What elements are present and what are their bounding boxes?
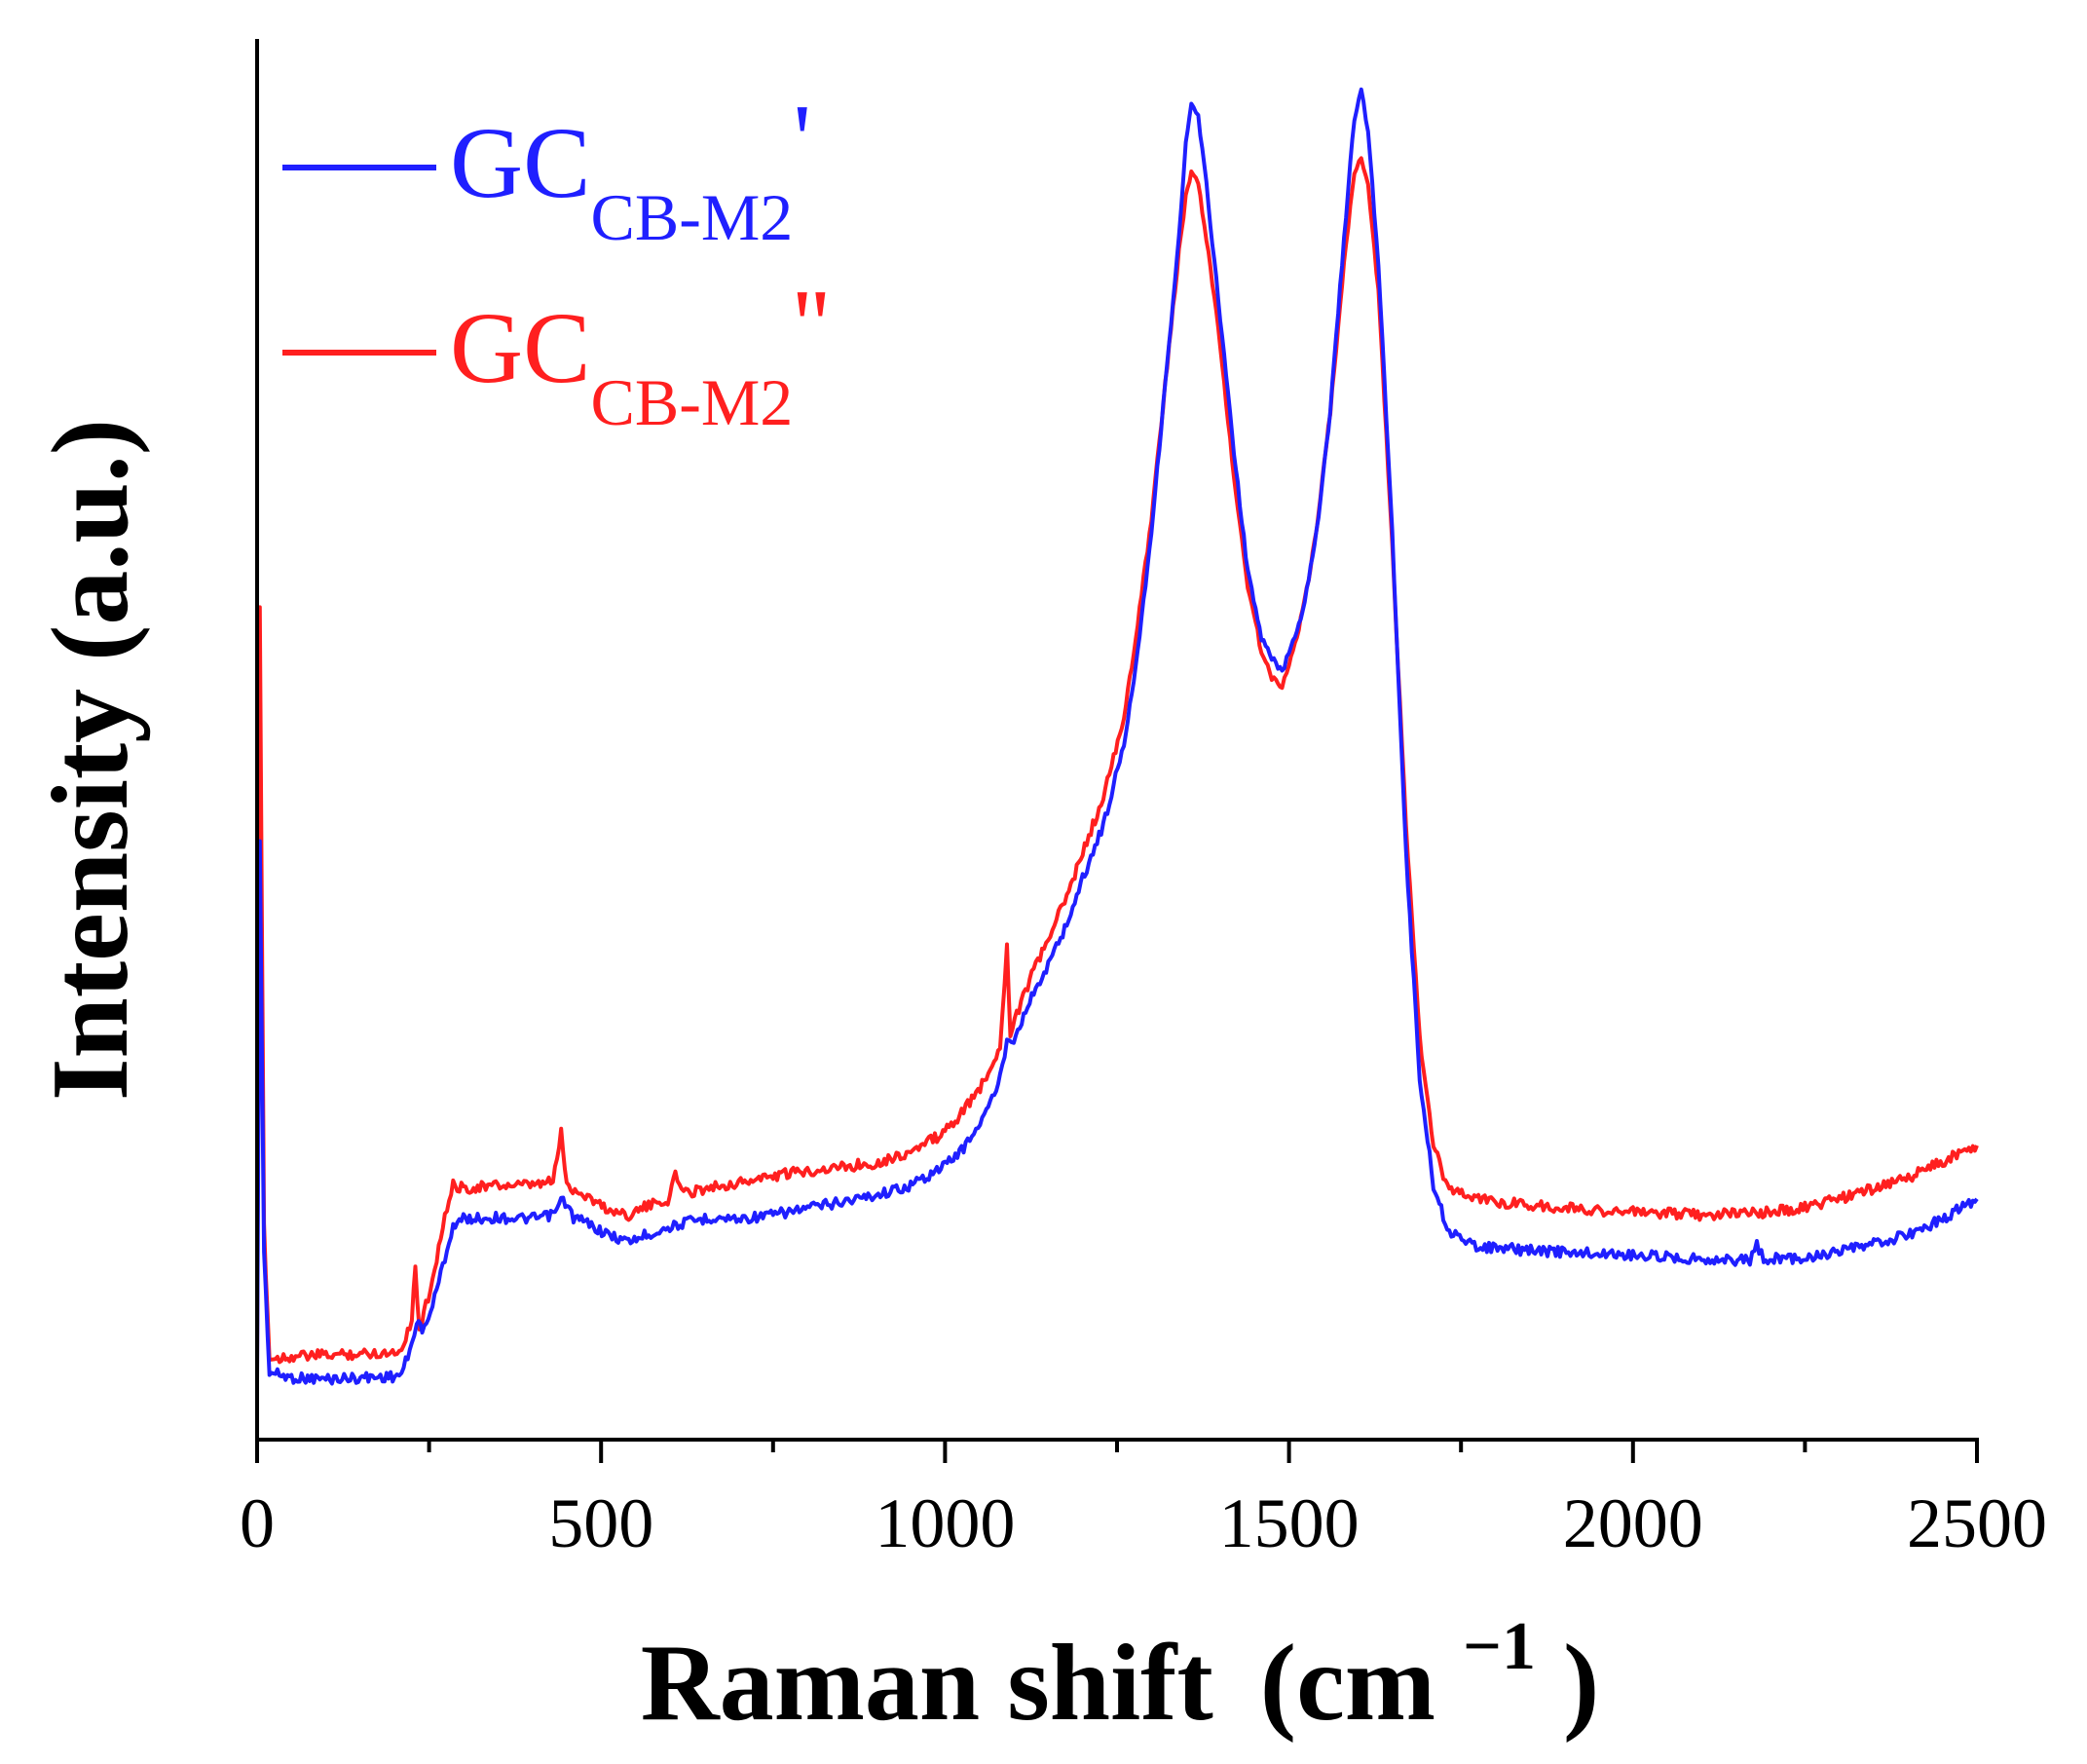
x-axis-title-unit: (cm	[1260, 1623, 1435, 1744]
plot-area: 0 500 1000 1500 2000 2500	[240, 39, 2047, 1562]
legend-entry-label: GCCB-M2'	[450, 84, 811, 254]
legend-entry-mark: ''	[793, 269, 829, 381]
legend-entry-label: GCCB-M2''	[450, 269, 830, 439]
x-axis-title-unit-exponent: −1	[1463, 1609, 1536, 1684]
x-axis-title: Raman shift (cm −1 )	[641, 1572, 1600, 1744]
legend-entry-subscript: CB-M2	[590, 180, 793, 254]
series-line-gc-cb-m2-double-prime	[255, 156, 1979, 1368]
x-tick-label: 1500	[1219, 1484, 1360, 1562]
legend-entry-main: GC	[450, 107, 590, 219]
legend-entry-subscript: CB-M2	[590, 365, 793, 439]
x-axis-title-label: Raman shift	[641, 1623, 1213, 1744]
x-tick-label: 2500	[1907, 1484, 2047, 1562]
x-tick-label: 2000	[1563, 1484, 1703, 1562]
x-tick-labels: 0 500 1000 1500 2000 2500	[240, 1484, 2047, 1562]
legend: GCCB-M2'GCCB-M2''	[282, 84, 830, 439]
y-axis-title: Intensity (a.u.)	[30, 419, 151, 1101]
legend-entry-mark: '	[793, 84, 811, 196]
x-tick-label: 500	[548, 1484, 653, 1562]
x-ticks	[255, 1440, 1979, 1463]
series-line-gc-cb-m2-prime	[255, 87, 1979, 1386]
legend-entry-main: GC	[450, 292, 590, 404]
x-axis-title-unit-close: )	[1563, 1623, 1599, 1744]
series-layer	[255, 87, 1979, 1386]
x-tick-label: 1000	[875, 1484, 1015, 1562]
x-tick-label: 0	[240, 1484, 275, 1562]
